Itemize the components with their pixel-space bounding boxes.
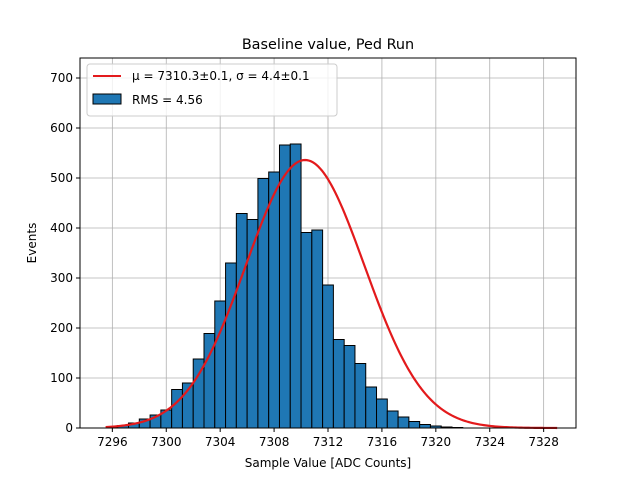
x-tick-label-0: 7296 xyxy=(97,435,128,449)
histogram-bar-16 xyxy=(278,144,291,429)
legend: μ = 7310.3±0.1, σ = 4.4±0.1 RMS = 4.56 xyxy=(86,63,338,117)
histogram-bar-22 xyxy=(343,345,356,429)
legend-rms-swatch xyxy=(92,93,122,105)
histogram-bar-28 xyxy=(408,421,421,429)
fit-curve-line xyxy=(105,158,558,430)
histogram-bar-21 xyxy=(332,339,345,429)
x-axis-ticks: 7296 7300 7304 7308 7312 7316 7320 7324 7328 xyxy=(97,428,559,449)
x-tick-label-2: 7304 xyxy=(205,435,236,449)
y-tick-label-0: 0 xyxy=(65,421,73,435)
y-tick-label-7: 700 xyxy=(50,71,73,85)
histogram-bar-27 xyxy=(397,416,410,429)
histogram-bar-12 xyxy=(235,213,248,429)
histogram-bar-17 xyxy=(289,143,302,429)
histogram-bar-13 xyxy=(246,219,259,429)
histogram-bar-23 xyxy=(354,363,367,429)
x-tick-label-5: 7316 xyxy=(367,435,398,449)
histogram-bar-6 xyxy=(171,389,183,429)
histogram-bar-26 xyxy=(386,410,399,429)
y-axis-label: Events xyxy=(25,223,39,264)
y-tick-label-5: 500 xyxy=(50,171,73,185)
x-tick-label-8: 7328 xyxy=(528,435,559,449)
y-tick-label-6: 600 xyxy=(50,121,73,135)
x-tick-label-3: 7308 xyxy=(259,435,290,449)
histogram-bar-25 xyxy=(376,398,388,429)
histogram-bars xyxy=(106,143,464,429)
y-axis-ticks: 0 100 200 300 400 500 600 700 xyxy=(50,71,80,435)
legend-fit-label: μ = 7310.3±0.1, σ = 4.4±0.1 xyxy=(132,69,310,83)
histogram-bar-14 xyxy=(257,178,270,429)
x-axis-label: Sample Value [ADC Counts] xyxy=(245,456,411,470)
y-tick-label-2: 200 xyxy=(50,321,73,335)
x-tick-label-6: 7320 xyxy=(421,435,452,449)
x-tick-label-7: 7324 xyxy=(474,435,505,449)
gaussian-fit xyxy=(105,158,558,430)
histogram-bar-18 xyxy=(300,232,313,429)
histogram-bar-20 xyxy=(322,284,334,429)
histogram-bar-15 xyxy=(268,171,280,429)
legend-rms-label: RMS = 4.56 xyxy=(132,93,203,107)
legend-box xyxy=(86,63,338,117)
y-tick-label-4: 400 xyxy=(50,221,73,235)
x-tick-label-4: 7312 xyxy=(313,435,344,449)
histogram-bar-29 xyxy=(419,424,431,429)
y-tick-label-3: 300 xyxy=(50,271,73,285)
histogram-bar-19 xyxy=(311,229,324,429)
histogram-bar-11 xyxy=(225,262,237,429)
y-tick-label-1: 100 xyxy=(50,371,73,385)
chart-title: Baseline value, Ped Run xyxy=(242,37,414,53)
x-tick-label-1: 7300 xyxy=(151,435,182,449)
histogram-bar-24 xyxy=(365,386,378,429)
